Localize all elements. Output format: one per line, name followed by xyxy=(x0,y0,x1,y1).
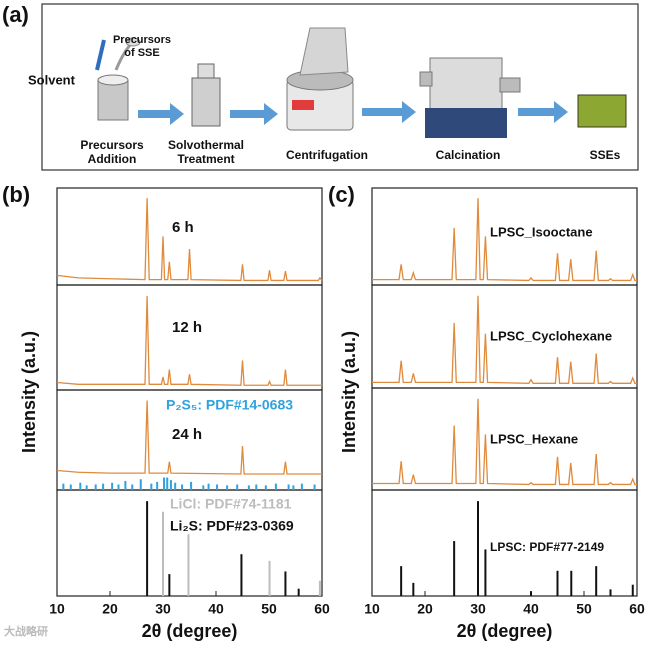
series-label: P₂S₅: PDF#14-0683 xyxy=(166,397,293,413)
step-label: Solvothermal xyxy=(168,138,244,152)
annotation: Precursors xyxy=(113,34,171,46)
panel-label: (c) xyxy=(328,182,355,207)
x-tick-label: 60 xyxy=(314,601,330,617)
series-label: Li₂S: PDF#23-0369 xyxy=(170,518,294,534)
step-label: Precursors xyxy=(80,138,144,152)
x-axis-label: 2θ (degree) xyxy=(142,621,238,641)
panel-label: (a) xyxy=(2,2,29,27)
x-tick-label: 40 xyxy=(523,601,539,617)
x-tick-label: 20 xyxy=(102,601,118,617)
step-label: Centrifugation xyxy=(286,148,368,162)
series-label: LiCl: PDF#74-1181 xyxy=(170,496,292,512)
x-tick-label: 50 xyxy=(576,601,592,617)
icons xyxy=(95,27,627,138)
series-label: 24 h xyxy=(172,426,202,443)
x-tick-label: 30 xyxy=(155,601,171,617)
x-tick-label: 50 xyxy=(261,601,277,617)
pattern-line xyxy=(56,400,322,475)
watermark: 大战略研 xyxy=(4,624,48,638)
panel-box xyxy=(41,3,639,171)
y-axis-label: Intensity (a.u.) xyxy=(339,331,359,453)
series-label: LPSC_Cyclohexane xyxy=(490,328,612,343)
annotation: of SSE xyxy=(124,47,159,59)
pattern-line xyxy=(56,198,323,282)
x-tick-label: 30 xyxy=(470,601,486,617)
x-tick-label: 10 xyxy=(364,601,380,617)
series-label: LPSC: PDF#77-2149 xyxy=(490,540,604,554)
frame xyxy=(56,489,323,597)
series-label: LPSC_Hexane xyxy=(490,431,578,446)
annotation: Solvent xyxy=(28,72,76,87)
step-label: Calcination xyxy=(436,148,501,162)
frame xyxy=(371,489,638,597)
y-axis-label: Intensity (a.u.) xyxy=(19,331,39,453)
step-label: Addition xyxy=(88,152,137,166)
series-label: LPSC_Isooctane xyxy=(490,224,593,239)
pattern-line xyxy=(372,295,637,384)
x-tick-label: 20 xyxy=(417,601,433,617)
pattern-line xyxy=(56,296,322,386)
pattern-line xyxy=(372,198,637,282)
x-tick-label: 60 xyxy=(629,601,645,617)
x-axis-label: 2θ (degree) xyxy=(457,621,553,641)
step-label: Treatment xyxy=(177,152,234,166)
x-tick-label: 10 xyxy=(49,601,65,617)
arrows xyxy=(138,101,568,125)
series-label: 6 h xyxy=(172,219,194,236)
panel-label: (b) xyxy=(2,182,30,207)
pattern-line xyxy=(372,398,637,486)
frame xyxy=(56,187,323,286)
series-label: 12 h xyxy=(172,319,202,336)
x-tick-label: 40 xyxy=(208,601,224,617)
step-label: SSEs xyxy=(590,148,621,162)
